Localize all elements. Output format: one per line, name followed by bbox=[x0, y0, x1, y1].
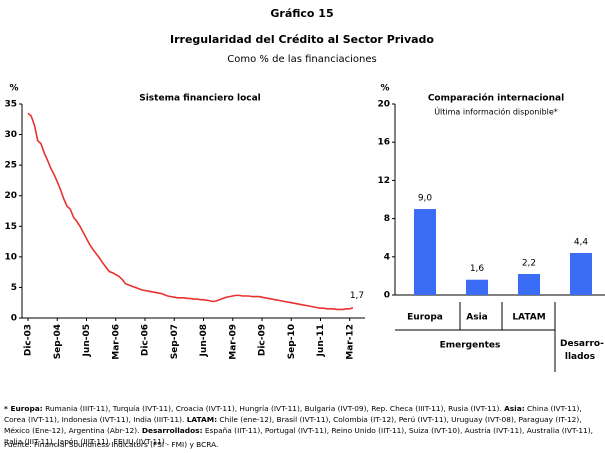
bar bbox=[570, 252, 592, 295]
x-tick-label: Mar-09 bbox=[228, 324, 238, 360]
value-label: 1,7 bbox=[350, 291, 364, 301]
x-tick-label: Sep-07 bbox=[170, 324, 180, 359]
x-tick-label: Sep-04 bbox=[53, 324, 63, 359]
x-tick-label: Jun-08 bbox=[199, 324, 209, 357]
x-tick-label: LATAM bbox=[512, 313, 545, 323]
y-tick-label: 35 bbox=[4, 100, 17, 110]
y-tick-label: 0 bbox=[384, 291, 390, 301]
y-tick-label: 15 bbox=[4, 222, 17, 232]
group-label: Emergentes bbox=[440, 341, 501, 351]
y-tick-label: 30 bbox=[4, 130, 17, 140]
note-key: LATAM: bbox=[186, 415, 218, 424]
note-key: Desarrollados: bbox=[141, 426, 203, 435]
y-tick-label: 20 bbox=[377, 100, 390, 110]
x-tick-label: Europa bbox=[407, 313, 443, 323]
y-tick-label: 0 bbox=[11, 314, 17, 324]
y-axis-label: % bbox=[9, 84, 18, 94]
x-tick-label: Asia bbox=[466, 313, 487, 323]
x-tick-label: Jun-05 bbox=[82, 324, 92, 357]
y-tick-label: 12 bbox=[377, 176, 390, 186]
y-tick-label: 8 bbox=[384, 214, 390, 224]
x-tick-label: Sep-10 bbox=[287, 324, 297, 359]
y-axis-label: % bbox=[380, 84, 389, 94]
group-label: Desarro-llados bbox=[560, 339, 604, 362]
chart-title: Sistema financiero local bbox=[139, 94, 261, 104]
figure-title: Irregularidad del Crédito al Sector Priv… bbox=[170, 33, 434, 46]
bar bbox=[518, 273, 540, 295]
bar bbox=[466, 279, 488, 295]
note-key: * Europa: bbox=[4, 404, 43, 413]
chart-subtitle: Última información disponible* bbox=[434, 106, 558, 117]
x-tick-label: Jun-11 bbox=[316, 324, 326, 357]
x-tick-label: Mar-06 bbox=[111, 324, 121, 360]
footnotes: * Europa: Rumania (IIIT-11), Turquía (IV… bbox=[4, 403, 604, 447]
source: Fuente: Financial Soundness Indicators (… bbox=[4, 440, 219, 449]
x-tick-label: Dic-09 bbox=[258, 324, 268, 356]
y-tick-label: 16 bbox=[377, 138, 390, 148]
note-text: España (IIT-11), Portugal (IVT-11), Rein… bbox=[4, 426, 594, 446]
x-tick-label: Dic-06 bbox=[141, 324, 151, 356]
figure-subtitle: Como % de las financiaciones bbox=[227, 54, 376, 65]
y-tick-label: 25 bbox=[4, 161, 17, 171]
y-tick-label: 4 bbox=[384, 252, 390, 262]
value-label: 9,0 bbox=[418, 194, 433, 204]
note-text: China (IVT-11), Corea (IVT-11), Indonesi… bbox=[4, 404, 582, 424]
bar bbox=[414, 209, 436, 295]
x-tick-label: Dic-03 bbox=[24, 324, 34, 356]
value-label: 4,4 bbox=[574, 237, 589, 247]
figure-label: Gráfico 15 bbox=[270, 7, 333, 20]
y-tick-label: 10 bbox=[4, 252, 17, 262]
line-series bbox=[27, 112, 354, 311]
value-label: 2,2 bbox=[522, 258, 536, 268]
note-text: Chile (ene-12), Brasil (IVT-11), Colombi… bbox=[4, 415, 582, 435]
note-key: Asia: bbox=[504, 404, 525, 413]
value-label: 1,6 bbox=[470, 264, 485, 274]
x-tick-label: Mar-12 bbox=[345, 324, 355, 360]
note-text: Rumania (IIIT-11), Turquía (IVT-11), Cro… bbox=[42, 404, 505, 413]
y-tick-label: 5 bbox=[11, 283, 17, 293]
chart-title: Comparación internacional bbox=[428, 93, 564, 104]
y-tick-label: 20 bbox=[4, 191, 17, 201]
figure: Gráfico 15 Irregularidad del Crédito al … bbox=[4, 7, 605, 372]
